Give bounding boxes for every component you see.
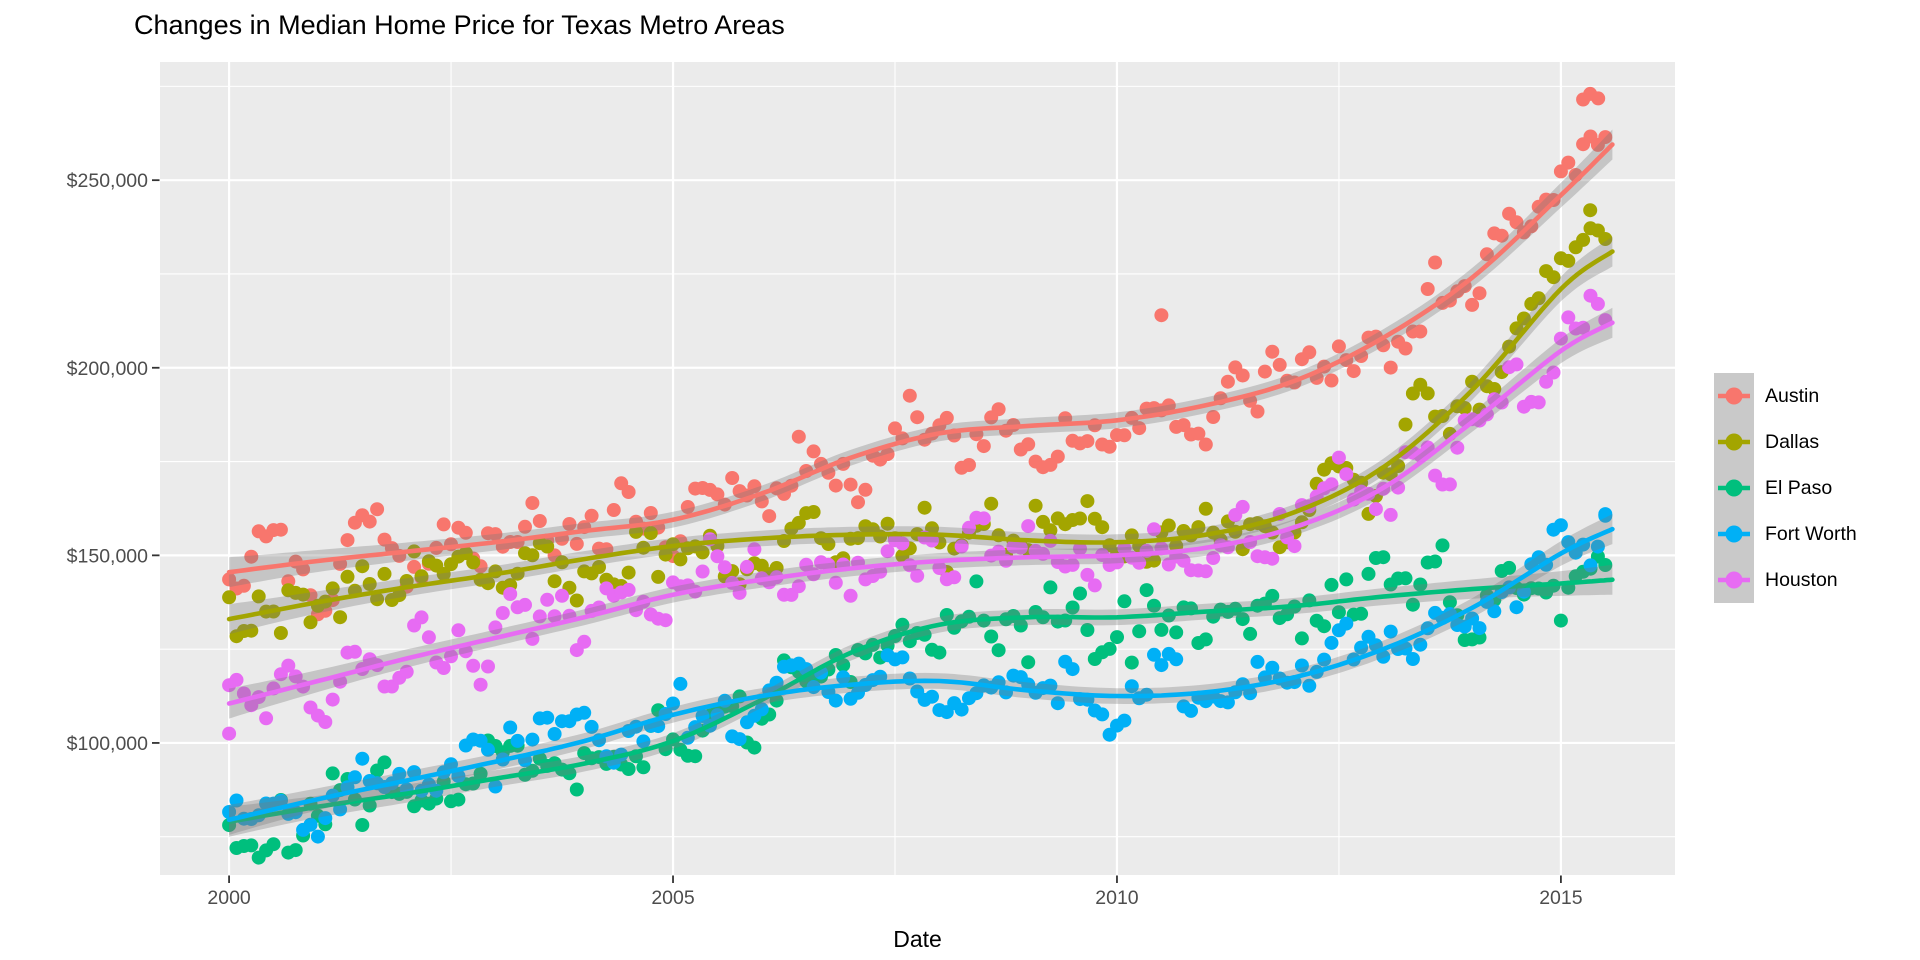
x-tick-label-2005: 2005 [651,887,695,909]
ci-band-fort-worth [229,514,1613,835]
ci-band-austin [229,129,1613,588]
scatter-houston [222,288,1613,741]
legend-label-fort-worth: Fort Worth [1765,522,1857,545]
legend-glyph-houston [1718,571,1750,589]
axis-tick-marks [152,179,1562,883]
trend-line-houston [226,320,1615,706]
x-tick-label-2010: 2010 [1095,887,1139,909]
trend-line-fort-worth [226,526,1615,823]
legend-entry-austin: Austin [1714,373,1857,419]
legend-label-austin: Austin [1765,384,1820,407]
legend: Austin Dallas El Paso Fort Worth Houston [1714,373,1857,603]
ci-band-el-paso [229,564,1613,837]
trend-line-austin [226,142,1615,575]
legend-entry-el-paso: El Paso [1714,465,1857,511]
legend-key-dallas [1714,419,1754,465]
legend-entry-fort-worth: Fort Worth [1714,511,1857,557]
legend-glyph-el-paso [1718,479,1750,497]
ci-band-houston [229,307,1613,719]
x-tick-label-2000: 2000 [207,887,251,909]
scatter-austin [222,86,1613,622]
legend-entry-dallas: Dallas [1714,419,1857,465]
trend-line-dallas [226,249,1615,622]
y-tick-label-250000: $250,000 [67,170,148,192]
legend-label-houston: Houston [1765,568,1838,591]
x-tick-label-2015: 2015 [1539,887,1583,909]
legend-label-dallas: Dallas [1765,430,1820,453]
legend-key-austin [1714,373,1754,419]
legend-entry-houston: Houston [1714,557,1857,603]
legend-glyph-austin [1718,387,1750,405]
legend-label-el-paso: El Paso [1765,476,1833,499]
legend-glyph-dallas [1718,433,1750,451]
y-tick-label-200000: $200,000 [67,358,148,380]
legend-glyph-fort-worth [1718,525,1750,543]
legend-key-el-paso [1714,465,1754,511]
trend-line-el-paso [226,577,1615,824]
legend-key-fort-worth [1714,511,1754,557]
plot-panel-background [160,62,1675,875]
x-axis-title: Date [893,926,942,952]
y-tick-label-150000: $150,000 [67,545,148,567]
y-tick-label-100000: $100,000 [67,733,148,755]
legend-key-houston [1714,557,1754,603]
data-layer [222,86,1615,865]
chart-title: Changes in Median Home Price for Texas M… [134,10,785,40]
